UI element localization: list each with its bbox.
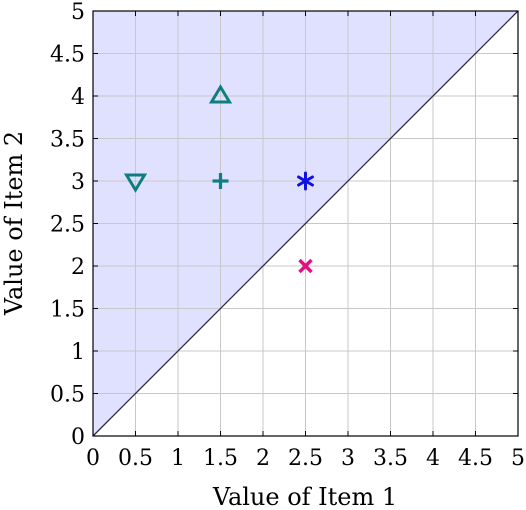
x-tick-label: 0.5 [118,446,153,471]
y-tick-label: 2 [71,255,85,280]
data-point-x [298,258,313,274]
x-tick-label: 1 [171,446,185,471]
y-tick-label: 0.5 [50,383,85,408]
y-tick-label: 1.5 [50,298,85,323]
data-point-plus [212,173,229,189]
y-tick-label: 4.5 [50,43,85,68]
data-point-asterisk [297,171,314,191]
y-tick-label: 3 [71,170,85,195]
data-point-triangle-up [208,84,233,104]
y-tick-label: 1 [71,340,85,365]
y-tick-label: 2.5 [50,213,85,238]
x-tick-label: 3.5 [373,446,408,471]
x-tick-label: 4 [426,446,440,471]
y-tick-label: 0 [71,425,85,450]
x-tick-label: 2 [256,446,270,471]
x-tick-label: 4.5 [458,446,493,471]
marker-shape [298,258,313,274]
diagonal-line [92,10,519,437]
marker-shape [123,173,148,193]
y-tick-label: 5 [71,0,85,25]
x-tick-label: 1.5 [203,446,238,471]
y-axis-title: Value of Item 2 [0,131,28,316]
x-tick-label: 2.5 [288,446,323,471]
x-axis-title: Value of Item 1 [212,483,397,510]
y-tick-label: 3.5 [50,128,85,153]
y-tick-label: 4 [71,85,85,110]
x-tick-label: 0 [86,446,100,471]
x-tick-label: 5 [511,446,525,471]
marker-shape [208,84,233,104]
marker-shape [297,175,314,187]
data-point-triangle-down [123,173,148,193]
x-tick-label: 3 [341,446,355,471]
